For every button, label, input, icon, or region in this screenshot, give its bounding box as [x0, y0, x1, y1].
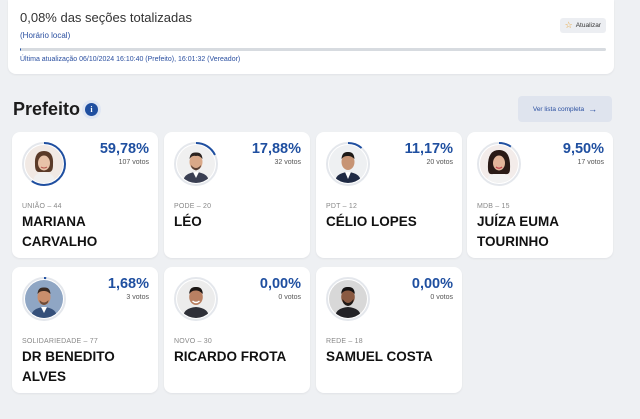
- vote-share-ring: [477, 142, 521, 186]
- candidate-name: JUÍZA EUMA TOURINHO: [477, 214, 559, 249]
- vote-count: 0 votos: [430, 294, 453, 301]
- vote-percent: 9,50%: [562, 141, 604, 157]
- vote-count: 0 votos: [278, 294, 301, 301]
- full-list-button-label: Ver lista completa: [532, 105, 585, 113]
- candidate-avatar: [21, 141, 67, 187]
- candidate-name: SAMUEL COSTA: [326, 349, 433, 364]
- party-number: SOLIDARIEDADE – 77: [22, 338, 98, 345]
- vote-share-ring: [22, 277, 66, 321]
- full-list-button[interactable]: Ver lista completa →: [518, 96, 612, 122]
- candidate-photo: [177, 280, 215, 318]
- vote-count: 32 votos: [274, 159, 301, 166]
- party-number: PDT – 12: [326, 203, 358, 210]
- candidate-card[interactable]: 1,68% 3 votos SOLIDARIEDADE – 77 DR BENE…: [12, 267, 158, 393]
- vote-percent: 17,88%: [251, 141, 301, 157]
- candidate-photo: [25, 145, 63, 183]
- candidate-card[interactable]: 0,00% 0 votos REDE – 18 SAMUEL COSTA: [316, 267, 462, 393]
- vote-count: 20 votos: [426, 159, 453, 166]
- candidate-avatar: [325, 276, 371, 322]
- vote-share-ring: [22, 142, 66, 186]
- party-number: PODE – 20: [174, 203, 212, 210]
- candidate-card[interactable]: 9,50% 17 votos MDB – 15 JUÍZA EUMA TOURI…: [467, 132, 613, 258]
- candidate-avatar: [476, 141, 522, 187]
- candidate-card[interactable]: 0,00% 0 votos NOVO – 30 RICARDO FROTA: [164, 267, 310, 393]
- arrow-right-icon: →: [588, 104, 598, 114]
- local-time-note: (Horário local): [20, 31, 71, 40]
- totalization-progress-bar: [20, 48, 606, 51]
- refresh-button-label: Atualizar: [575, 22, 601, 29]
- vote-count: 17 votos: [577, 159, 604, 166]
- vote-percent: 0,00%: [259, 276, 301, 292]
- refresh-button[interactable]: ☆ Atualizar: [559, 18, 606, 33]
- candidate-name: RICARDO FROTA: [174, 349, 287, 364]
- candidate-avatar: [173, 141, 219, 187]
- candidate-card[interactable]: 17,88% 32 votos PODE – 20 LÉO: [164, 132, 310, 258]
- vote-share-ring: [326, 277, 370, 321]
- candidate-photo: [329, 145, 367, 183]
- totalization-status-card: 0,08% das seções totalizadas (Horário lo…: [8, 0, 614, 74]
- vote-percent: 1,68%: [107, 276, 149, 292]
- party-number: REDE – 18: [326, 338, 363, 345]
- last-update-text: Última atualização 06/10/2024 16:10:40 (…: [20, 56, 241, 63]
- vote-percent: 0,00%: [411, 276, 453, 292]
- section-title: Prefeito: [13, 99, 81, 119]
- candidate-card[interactable]: 11,17% 20 votos PDT – 12 CÉLIO LOPES: [316, 132, 462, 258]
- candidate-name: CÉLIO LOPES: [326, 214, 417, 229]
- candidate-avatar: [21, 276, 67, 322]
- vote-count: 3 votos: [126, 294, 149, 301]
- vote-share-ring: [174, 142, 218, 186]
- candidate-photo: [329, 280, 367, 318]
- candidate-photo: [480, 145, 518, 183]
- candidate-avatar: [325, 141, 371, 187]
- star-icon: ☆: [564, 20, 573, 30]
- vote-count: 107 votos: [118, 159, 149, 166]
- candidate-photo: [25, 280, 63, 318]
- vote-percent: 11,17%: [404, 141, 453, 157]
- candidate-photo: [177, 145, 215, 183]
- party-number: MDB – 15: [477, 203, 510, 210]
- vote-percent: 59,78%: [99, 141, 149, 157]
- party-number: UNIÃO – 44: [22, 203, 62, 210]
- candidate-name: DR BENEDITO ALVES: [22, 349, 115, 384]
- candidate-card[interactable]: 59,78% 107 votos UNIÃO – 44 MARIANA CARV…: [12, 132, 158, 258]
- vote-share-ring: [326, 142, 370, 186]
- info-icon[interactable]: i: [85, 103, 98, 116]
- totalization-percent-text: 0,08% das seções totalizadas: [20, 10, 192, 25]
- party-number: NOVO – 30: [174, 338, 212, 345]
- candidate-avatar: [173, 276, 219, 322]
- vote-share-ring: [174, 277, 218, 321]
- candidate-name: MARIANA CARVALHO: [22, 214, 98, 249]
- candidate-name: LÉO: [174, 214, 202, 229]
